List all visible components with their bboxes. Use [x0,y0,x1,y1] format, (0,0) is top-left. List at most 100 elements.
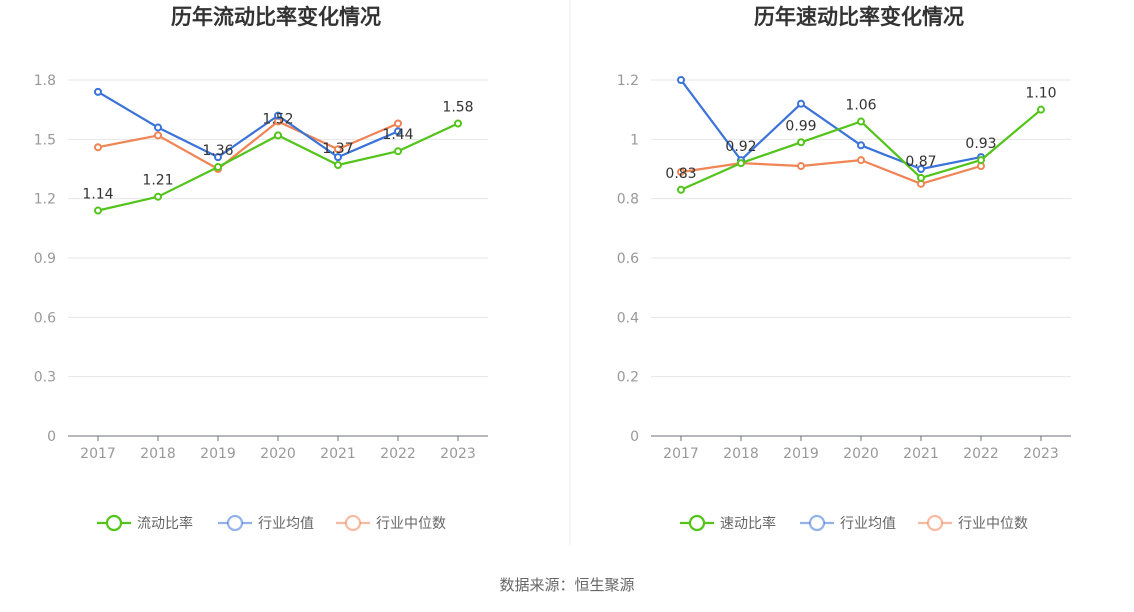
data-point[interactable] [394,119,402,128]
data-point[interactable] [797,99,805,108]
y-tick-label: 0.9 [34,251,56,267]
data-label: 1.58 [442,100,473,116]
y-tick-label: 1.8 [34,73,56,89]
data-point[interactable] [454,119,462,128]
data-point[interactable] [274,111,282,120]
data-point[interactable] [737,159,745,168]
y-tick-label: 0.4 [617,310,639,326]
data-point[interactable] [394,127,402,136]
y-tick-label: 0.6 [34,310,56,326]
y-tick-label: 0.6 [617,251,639,267]
y-tick-label: 1 [630,132,639,148]
data-point[interactable] [154,123,162,132]
y-tick-label: 0.3 [34,370,56,386]
data-point[interactable] [857,156,865,165]
legend-label: 行业均值 [258,516,314,532]
data-point[interactable] [1037,105,1045,114]
y-tick-label: 1.2 [617,73,639,89]
data-point[interactable] [857,141,865,150]
data-point[interactable] [857,117,865,126]
data-label: 0.87 [905,154,936,170]
data-point[interactable] [394,147,402,156]
data-label: 1.06 [845,98,876,114]
data-label: 0.99 [785,118,816,134]
legend-label: 行业中位数 [958,516,1028,532]
legend-item-1[interactable]: 行业均值 [800,514,896,532]
quick-ratio-chart: 历年速动比率变化情况 0 0.2 0.4 0.6 0.8 1 1.2 2017 2018 2019 2… [617,5,1071,532]
x-tick-label: 2023 [440,446,476,462]
data-point[interactable] [677,76,685,84]
legend-label: 行业均值 [840,516,896,532]
data-label: 1.21 [142,173,173,189]
current-ratio-chart: 历年流动比率变化情况 0 0.3 0.6 0.9 1.2 1.5 1.8 2017 2018 201… [34,5,488,532]
data-point[interactable] [677,185,685,194]
legend-label: 流动比率 [137,515,193,532]
data-point[interactable] [977,156,985,165]
data-point[interactable] [917,165,925,173]
legend-marker-icon [344,514,362,532]
x-tick-label: 2022 [963,446,999,462]
data-point[interactable] [274,131,282,140]
y-tick-label: 0.2 [617,370,639,386]
legend-label: 行业中位数 [376,516,446,532]
data-point[interactable] [154,192,162,201]
legend-item-2[interactable]: 行业中位数 [918,514,1028,532]
data-label: 1.14 [82,187,113,203]
x-tick-label: 2020 [260,446,296,462]
data-label: 1.37 [322,141,353,157]
x-tick-label: 2023 [1023,446,1059,462]
x-tick-label: 2018 [140,446,176,462]
y-tick-label: 0.8 [617,192,639,208]
chart-title: 历年流动比率变化情况 [171,5,381,29]
data-point[interactable] [797,162,805,171]
data-point[interactable] [94,87,102,96]
x-tick-label: 2021 [320,446,356,462]
x-tick-label: 2019 [783,446,819,462]
data-point[interactable] [334,161,342,170]
x-tick-label: 2020 [843,446,879,462]
legend-item-1[interactable]: 行业均值 [218,514,314,532]
x-tick-label: 2017 [663,446,699,462]
legend-label: 速动比率 [720,515,776,532]
legend-marker-icon [688,514,706,532]
data-point[interactable] [154,131,162,140]
data-label: 1.44 [382,127,413,143]
data-point[interactable] [334,153,342,162]
y-tick-label: 1.5 [34,132,56,148]
data-label: 0.93 [965,136,996,152]
y-tick-label: 0 [630,429,639,445]
data-point[interactable] [917,173,925,182]
legend-marker-icon [926,514,944,532]
data-label: 1.36 [202,143,233,159]
legend-item-0[interactable]: 速动比率 [680,514,776,532]
x-tick-label: 2018 [723,446,759,462]
legend-item-0[interactable]: 流动比率 [97,514,193,532]
x-tick-label: 2019 [200,446,236,462]
legend-marker-icon [105,514,123,532]
data-label: 0.83 [665,166,696,182]
x-tick-label: 2021 [903,446,939,462]
data-source-note: 数据来源：恒生聚源 [499,576,635,594]
data-point[interactable] [214,153,222,162]
x-tick-label: 2022 [380,446,416,462]
y-tick-label: 0 [47,429,56,445]
data-point[interactable] [334,145,342,154]
series-line-1 [97,90,399,159]
data-point[interactable] [214,163,222,172]
series-line-2 [97,120,399,171]
data-point[interactable] [94,143,102,152]
data-point[interactable] [677,167,685,176]
data-label: 1.52 [262,111,293,127]
x-tick-label: 2017 [80,446,116,462]
legend-marker-icon [226,514,244,532]
y-tick-label: 1.2 [34,192,56,208]
legend-marker-icon [808,514,826,532]
chart-title: 历年速动比率变化情况 [754,5,964,29]
data-label: 1.10 [1025,86,1056,102]
data-point[interactable] [797,138,805,147]
data-label: 0.92 [725,139,756,155]
data-point[interactable] [94,206,102,215]
series-line-2 [680,159,982,185]
legend-item-2[interactable]: 行业中位数 [336,514,446,532]
